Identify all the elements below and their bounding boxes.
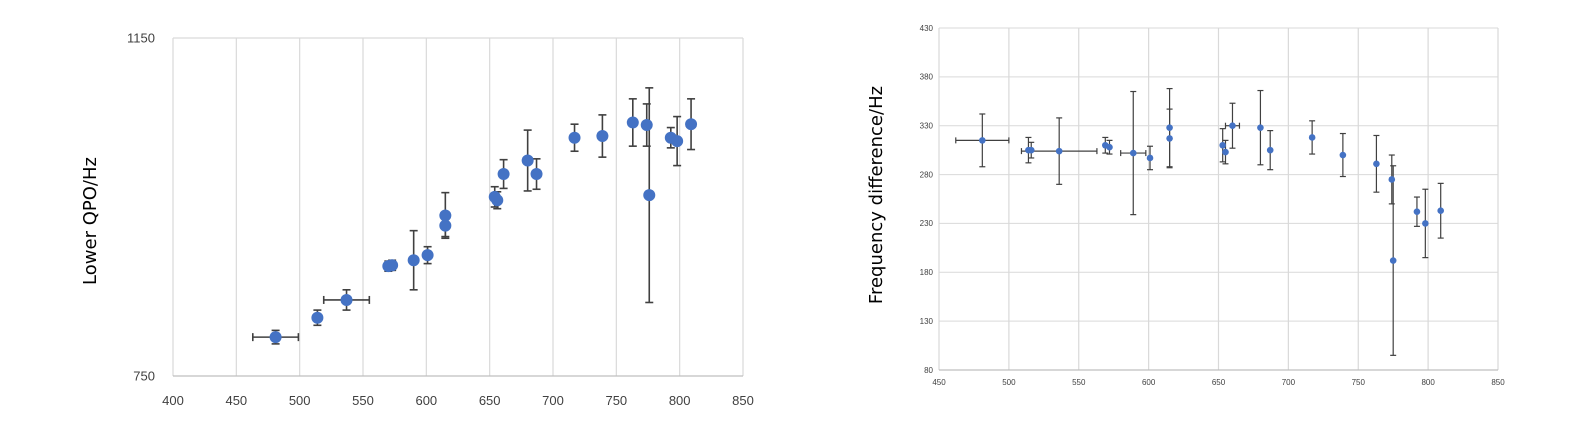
data-point <box>1373 160 1380 168</box>
data-point <box>671 135 684 148</box>
data-point <box>1055 147 1063 155</box>
y-tick-label: 1150 <box>127 31 155 46</box>
data-point <box>1219 141 1226 149</box>
data-point <box>311 311 324 324</box>
data-point <box>269 331 282 344</box>
data-point <box>1166 124 1173 131</box>
data-point <box>640 119 653 132</box>
y-tick-label: 230 <box>920 219 934 228</box>
data-point <box>1422 220 1429 227</box>
grid <box>172 37 744 377</box>
y-tick-label: 330 <box>920 122 934 131</box>
x-tick-label: 500 <box>289 393 311 408</box>
x-tick-label: 750 <box>1352 378 1366 387</box>
y-tick-label: 750 <box>133 369 155 384</box>
y-axis-label: Frequency difference/Hz <box>866 86 887 304</box>
data-point <box>521 154 534 167</box>
data-point <box>1129 149 1137 157</box>
data-point <box>491 194 504 207</box>
tick-labels: 400 450 500 550 600 650 700 750 800 850 750 1150 <box>127 31 754 408</box>
x-tick-label: 750 <box>605 393 627 408</box>
x-tick-label: 500 <box>1002 378 1016 387</box>
data-point <box>1437 207 1445 215</box>
x-tick-label: 800 <box>1421 378 1435 387</box>
x-tick-label: 450 <box>225 393 247 408</box>
x-tick-label: 550 <box>1072 378 1086 387</box>
data-point <box>1388 176 1396 183</box>
x-tick-label: 600 <box>415 393 437 408</box>
data-point <box>439 219 452 232</box>
x-tick-label: 850 <box>732 393 754 408</box>
y-tick-label: 80 <box>924 366 933 375</box>
data-point <box>596 130 609 143</box>
frequency-difference-chart: Frequency difference/Hz 450 500 550 600 650 7… <box>840 0 1586 430</box>
data-point <box>530 168 543 181</box>
y-tick-label: 180 <box>920 268 934 277</box>
x-tick-label: 450 <box>932 378 946 387</box>
x-tick-label: 400 <box>162 393 184 408</box>
y-axis-label: Lower QPO/Hz <box>80 157 101 285</box>
lower-qpo-chart: Lower QPO/Hz 400 450 500 550 600 650 700 750 800… <box>80 30 754 408</box>
data-point <box>1222 148 1229 156</box>
data-point <box>340 293 353 306</box>
data-point <box>979 137 986 144</box>
data-point <box>1266 146 1274 154</box>
y-tick-label: 380 <box>920 73 934 82</box>
x-tick-label: 550 <box>352 393 374 408</box>
y-tick-label: 130 <box>920 317 934 326</box>
data-point <box>1146 154 1154 162</box>
data-point <box>1339 151 1347 159</box>
data-point <box>407 254 420 267</box>
x-tick-label: 700 <box>1282 378 1296 387</box>
y-tick-label: 280 <box>920 170 934 179</box>
data-point <box>386 259 399 272</box>
tick-labels: 450 500 550 600 650 700 750 800 850 80 130 180 230 28… <box>920 24 1506 387</box>
x-tick-label: 700 <box>542 393 564 408</box>
data-point <box>1389 257 1397 264</box>
data-point <box>439 209 452 222</box>
data-point <box>1027 146 1035 154</box>
x-tick-label: 850 <box>1491 378 1505 387</box>
y-tick-label: 430 <box>920 24 934 33</box>
data-point <box>643 189 656 202</box>
data-point <box>1229 122 1236 130</box>
data-point <box>1308 134 1316 141</box>
data-point <box>497 168 510 181</box>
x-tick-label: 600 <box>1142 378 1156 387</box>
data-point <box>1413 208 1421 216</box>
grid <box>938 27 1499 371</box>
data-point <box>1257 124 1264 131</box>
data-points <box>269 116 698 344</box>
data-point <box>421 249 434 262</box>
data-point <box>1166 135 1173 142</box>
data-point <box>1106 143 1113 151</box>
data-point <box>685 118 698 131</box>
x-tick-label: 650 <box>479 393 501 408</box>
x-tick-label: 650 <box>1212 378 1226 387</box>
data-point <box>626 116 639 129</box>
data-point <box>568 131 581 144</box>
x-tick-label: 800 <box>669 393 691 408</box>
data-points <box>979 122 1445 264</box>
